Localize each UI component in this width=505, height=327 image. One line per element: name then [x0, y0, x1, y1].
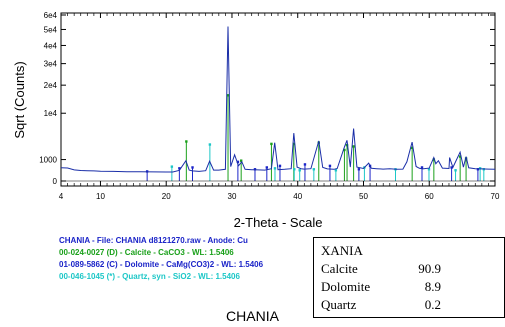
x-tick-label: 20 — [162, 192, 171, 201]
x-tick-label: 50 — [359, 192, 368, 201]
quantification-title: XANIA — [321, 243, 363, 258]
reference-stick-marker — [427, 168, 431, 171]
reference-stick-marker — [432, 158, 436, 161]
reference-stick-layer — [145, 94, 486, 181]
x-tick-label: 70 — [491, 192, 500, 201]
reference-line-calcite: 00-024-0027 (D) - Calcite - CaCO3 - WL: … — [59, 248, 234, 257]
xrd-chart: 4 10 20 30 40 50 60 70 0 1000 1e4 2e4 3e4 4e4 5e4 6e4 S… — [12, 11, 500, 230]
y-tick-label: 1000 — [39, 156, 57, 165]
y-tick-label: 1e4 — [44, 109, 58, 118]
reference-stick-marker — [298, 169, 301, 172]
reference-line-dolomite: 01-089-5862 (C) - Dolomite - CaMg(CO3)2 … — [59, 260, 264, 269]
reference-line-quartz: 00-046-1045 (*) - Quartz, syn - SiO2 - W… — [59, 272, 240, 281]
quant-value: 90.9 — [418, 261, 441, 276]
quant-name: Calcite — [321, 261, 358, 276]
y-tick-label: 4e4 — [44, 41, 58, 50]
x-tick-label: 10 — [96, 192, 105, 201]
y-tick-label: 5e4 — [44, 25, 58, 34]
y-tick-label: 0 — [53, 177, 58, 186]
tick-layer: 4 10 20 30 40 50 60 70 0 1000 1e4 2e4 3e4 4e4 5e4 6e4 — [39, 11, 500, 201]
x-tick-label: 4 — [59, 192, 64, 201]
reference-stick-marker — [312, 168, 316, 171]
diffraction-pattern-line — [60, 26, 496, 173]
y-tick-label: 2e4 — [44, 81, 58, 90]
y-axis-title: Sqrt (Counts) — [12, 61, 27, 138]
reference-stick-marker — [345, 143, 349, 147]
quant-value: 0.2 — [424, 297, 441, 312]
reference-stick-marker — [357, 168, 361, 171]
reference-stick-marker — [185, 140, 188, 143]
x-tick-label: 60 — [425, 192, 434, 201]
reference-stick-marker — [170, 165, 174, 168]
reference-stick-marker — [450, 166, 453, 169]
reference-stick-marker — [239, 159, 243, 162]
reference-stick-marker — [191, 166, 194, 169]
reference-stick-marker — [292, 142, 295, 146]
x-tick-label: 40 — [293, 192, 302, 201]
reference-stick-marker — [226, 94, 230, 97]
reference-stick-marker — [270, 142, 273, 146]
x-tick-label: 30 — [228, 192, 237, 201]
reference-stick-marker — [352, 145, 355, 148]
quant-value: 8.9 — [424, 279, 441, 294]
reference-stick-marker — [420, 166, 424, 169]
pattern-layer — [60, 26, 496, 182]
chart-title: CHANIA — [226, 308, 279, 324]
reference-stick-marker — [236, 160, 240, 164]
reference-line-file: CHANIA - File: CHANIA d8121270.raw - Ano… — [59, 236, 248, 245]
reference-stick-marker — [328, 164, 332, 168]
x-axis-title: 2-Theta - Scale — [234, 215, 323, 230]
quant-name: Dolomite — [321, 279, 371, 294]
quantification-box: XANIA Calcite 90.9 Dolomite 8.9 Quartz 0… — [313, 237, 505, 318]
reference-stick-marker — [208, 143, 212, 146]
quant-name: Quartz — [321, 297, 357, 312]
reference-stick-marker — [334, 169, 338, 172]
reference-stick-marker — [410, 146, 414, 149]
reference-stick-marker — [278, 164, 282, 168]
reference-stick-marker — [478, 167, 482, 170]
reference-list: CHANIA - File: CHANIA d8121270.raw - Ano… — [59, 235, 263, 283]
reference-stick-marker — [343, 148, 346, 152]
reference-stick-marker — [178, 167, 181, 170]
reference-stick-marker — [265, 166, 269, 169]
reference-stick-marker — [303, 163, 307, 166]
reference-stick-marker — [273, 167, 277, 170]
reference-stick-marker — [253, 168, 257, 171]
y-tick-label: 6e4 — [44, 11, 58, 20]
reference-stick-marker — [454, 169, 457, 172]
plot-frame — [60, 12, 496, 187]
reference-stick-marker — [458, 155, 462, 158]
y-tick-label: 3e4 — [44, 60, 58, 69]
reference-stick-marker — [293, 168, 296, 171]
